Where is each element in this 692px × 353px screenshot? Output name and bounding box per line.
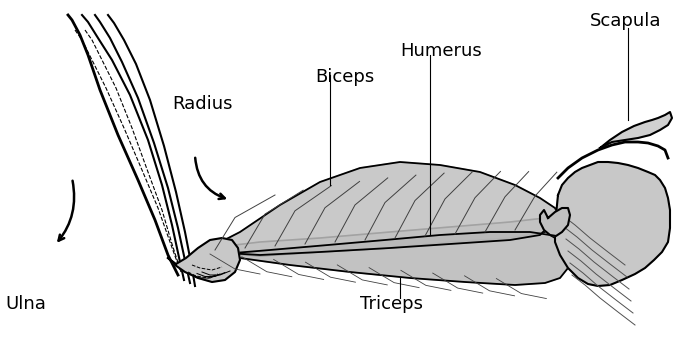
Polygon shape xyxy=(540,208,570,236)
Text: Humerus: Humerus xyxy=(400,42,482,60)
Polygon shape xyxy=(168,238,240,282)
Text: Triceps: Triceps xyxy=(360,295,423,313)
Text: Ulna: Ulna xyxy=(5,295,46,313)
Polygon shape xyxy=(210,218,548,256)
Text: Biceps: Biceps xyxy=(315,68,374,86)
Text: Scapula: Scapula xyxy=(590,12,662,30)
Polygon shape xyxy=(200,232,570,285)
Polygon shape xyxy=(555,162,670,286)
Polygon shape xyxy=(600,112,672,148)
Polygon shape xyxy=(205,162,560,255)
Text: Radius: Radius xyxy=(172,95,233,113)
